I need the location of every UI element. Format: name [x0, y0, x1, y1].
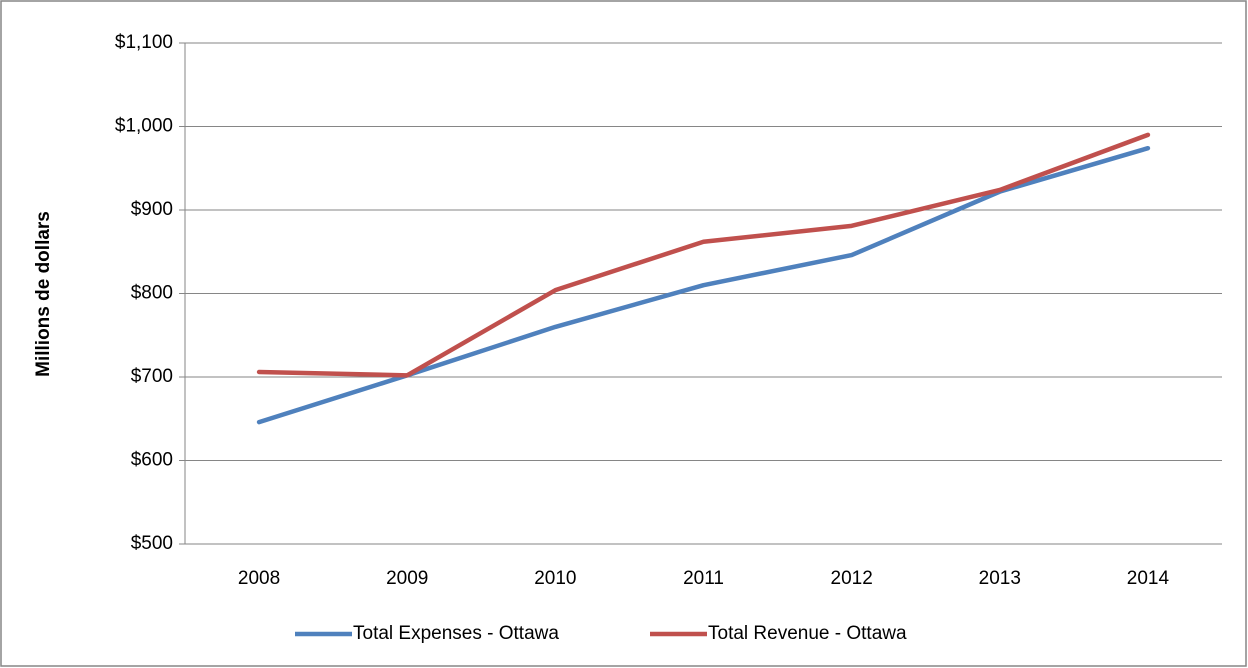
x-tick-label: 2009 [386, 568, 428, 589]
y-axis-title: Millions de dollars [33, 211, 54, 377]
x-tick-label: 2011 [683, 568, 724, 589]
y-tick-label: $600 [131, 450, 173, 471]
x-tick-label: 2012 [831, 568, 873, 589]
y-tick-label: $700 [131, 366, 173, 387]
x-tick-label: 2014 [1127, 568, 1170, 589]
y-tick-label: $1,000 [115, 116, 173, 137]
y-tick-label: $900 [131, 199, 173, 220]
y-tick-label: $800 [131, 283, 173, 304]
legend-label: Total Expenses - Ottawa [353, 623, 559, 644]
y-tick-label: $1,100 [115, 32, 173, 53]
x-tick-label: 2008 [238, 568, 280, 589]
legend-label: Total Revenue - Ottawa [708, 623, 907, 644]
y-tick-label: $500 [131, 533, 173, 554]
x-tick-label: 2013 [979, 568, 1021, 589]
data-line [256, 132, 1151, 378]
x-tick-label: 2010 [534, 568, 576, 589]
